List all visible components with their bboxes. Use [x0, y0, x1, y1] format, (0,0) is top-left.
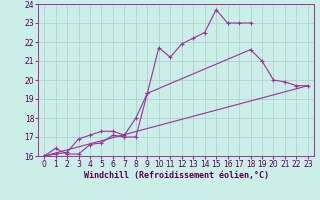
X-axis label: Windchill (Refroidissement éolien,°C): Windchill (Refroidissement éolien,°C) — [84, 171, 268, 180]
